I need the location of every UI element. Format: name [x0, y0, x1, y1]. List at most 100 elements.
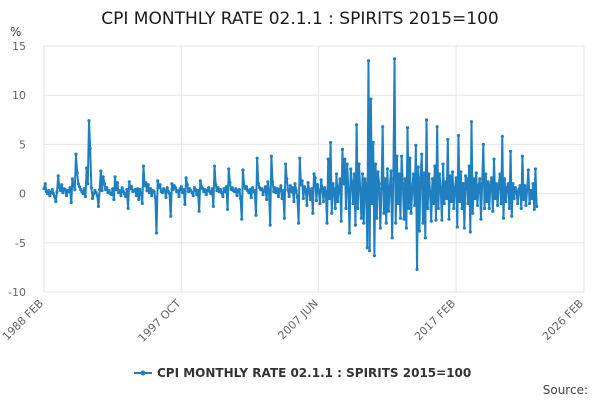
data-point[interactable] — [456, 133, 461, 138]
data-point[interactable] — [127, 180, 131, 184]
data-point[interactable] — [111, 187, 115, 191]
data-point[interactable] — [126, 206, 130, 210]
data-point[interactable] — [163, 189, 167, 193]
data-point[interactable] — [183, 202, 187, 207]
data-point[interactable] — [209, 192, 213, 196]
data-point[interactable] — [282, 216, 286, 220]
data-point[interactable] — [146, 183, 150, 187]
data-point[interactable] — [359, 216, 363, 220]
data-point[interactable] — [481, 142, 485, 146]
data-point[interactable] — [519, 206, 523, 210]
data-point[interactable] — [364, 184, 368, 188]
data-point[interactable] — [294, 189, 298, 193]
data-point[interactable] — [260, 187, 264, 191]
data-point[interactable] — [222, 187, 226, 191]
data-point[interactable] — [43, 182, 47, 186]
data-point[interactable] — [68, 186, 72, 190]
data-point[interactable] — [311, 211, 315, 215]
data-point[interactable] — [249, 195, 253, 200]
data-point[interactable] — [392, 57, 397, 61]
data-point[interactable] — [467, 164, 471, 168]
data-point[interactable] — [107, 189, 111, 193]
data-point[interactable] — [310, 187, 314, 191]
data-point[interactable] — [265, 197, 269, 202]
data-point[interactable] — [256, 182, 260, 186]
data-point[interactable] — [416, 165, 420, 169]
data-point[interactable] — [118, 189, 122, 193]
data-point[interactable] — [147, 191, 151, 195]
data-point[interactable] — [45, 192, 50, 196]
data-point[interactable] — [505, 186, 509, 190]
data-point[interactable] — [86, 182, 90, 186]
data-point[interactable] — [437, 172, 442, 176]
data-point[interactable] — [119, 193, 123, 198]
data-point[interactable] — [465, 177, 469, 181]
data-point[interactable] — [165, 186, 169, 190]
data-point[interactable] — [198, 179, 202, 183]
data-point[interactable] — [339, 219, 343, 223]
data-point[interactable] — [130, 185, 134, 189]
data-point[interactable] — [485, 199, 489, 204]
data-point[interactable] — [47, 189, 51, 193]
data-point[interactable] — [87, 119, 91, 123]
data-point[interactable] — [371, 140, 375, 145]
data-point[interactable] — [308, 197, 313, 202]
data-point[interactable] — [365, 246, 369, 250]
data-point[interactable] — [334, 172, 339, 176]
data-point[interactable] — [353, 223, 358, 227]
data-point[interactable] — [417, 229, 421, 233]
data-point[interactable] — [501, 216, 506, 220]
data-point[interactable] — [434, 218, 438, 222]
data-point[interactable] — [389, 169, 393, 173]
data-point[interactable] — [94, 191, 98, 195]
data-point[interactable] — [525, 187, 529, 191]
data-point[interactable] — [115, 181, 120, 185]
data-point[interactable] — [289, 190, 294, 194]
data-point[interactable] — [346, 187, 350, 191]
data-point[interactable] — [218, 188, 223, 192]
data-point[interactable] — [55, 190, 59, 194]
data-point[interactable] — [152, 190, 156, 194]
data-point[interactable] — [363, 177, 367, 181]
data-point[interactable] — [517, 188, 521, 192]
data-point[interactable] — [498, 172, 502, 176]
data-point[interactable] — [280, 196, 284, 201]
data-point[interactable] — [500, 134, 504, 139]
data-point[interactable] — [153, 195, 157, 200]
data-point[interactable] — [171, 188, 175, 192]
data-point[interactable] — [185, 183, 189, 187]
data-point[interactable] — [442, 201, 446, 206]
data-point[interactable] — [455, 225, 459, 229]
data-point[interactable] — [524, 203, 528, 208]
data-point[interactable] — [469, 120, 474, 124]
data-point[interactable] — [358, 187, 362, 191]
data-point[interactable] — [317, 189, 321, 193]
data-point[interactable] — [95, 193, 99, 198]
data-point[interactable] — [138, 188, 142, 192]
data-point[interactable] — [507, 206, 511, 210]
data-point[interactable] — [468, 230, 472, 234]
data-point[interactable] — [409, 211, 413, 215]
data-point[interactable] — [330, 211, 334, 215]
data-point[interactable] — [48, 193, 52, 198]
data-point[interactable] — [314, 198, 318, 203]
data-point[interactable] — [255, 156, 259, 160]
data-point[interactable] — [144, 181, 148, 185]
data-point[interactable] — [278, 188, 282, 192]
data-point[interactable] — [487, 206, 491, 210]
data-point[interactable] — [345, 162, 349, 166]
data-point[interactable] — [182, 188, 186, 192]
data-point[interactable] — [440, 218, 444, 222]
data-point[interactable] — [313, 176, 317, 180]
data-point[interactable] — [102, 182, 106, 186]
data-point[interactable] — [234, 187, 238, 191]
data-point[interactable] — [375, 216, 379, 220]
data-point[interactable] — [241, 168, 245, 172]
data-point[interactable] — [64, 193, 69, 198]
data-point[interactable] — [529, 189, 533, 193]
data-point[interactable] — [90, 196, 95, 201]
data-point[interactable] — [454, 176, 458, 180]
data-point[interactable] — [351, 201, 355, 206]
data-point[interactable] — [114, 188, 118, 192]
data-point[interactable] — [190, 191, 194, 195]
